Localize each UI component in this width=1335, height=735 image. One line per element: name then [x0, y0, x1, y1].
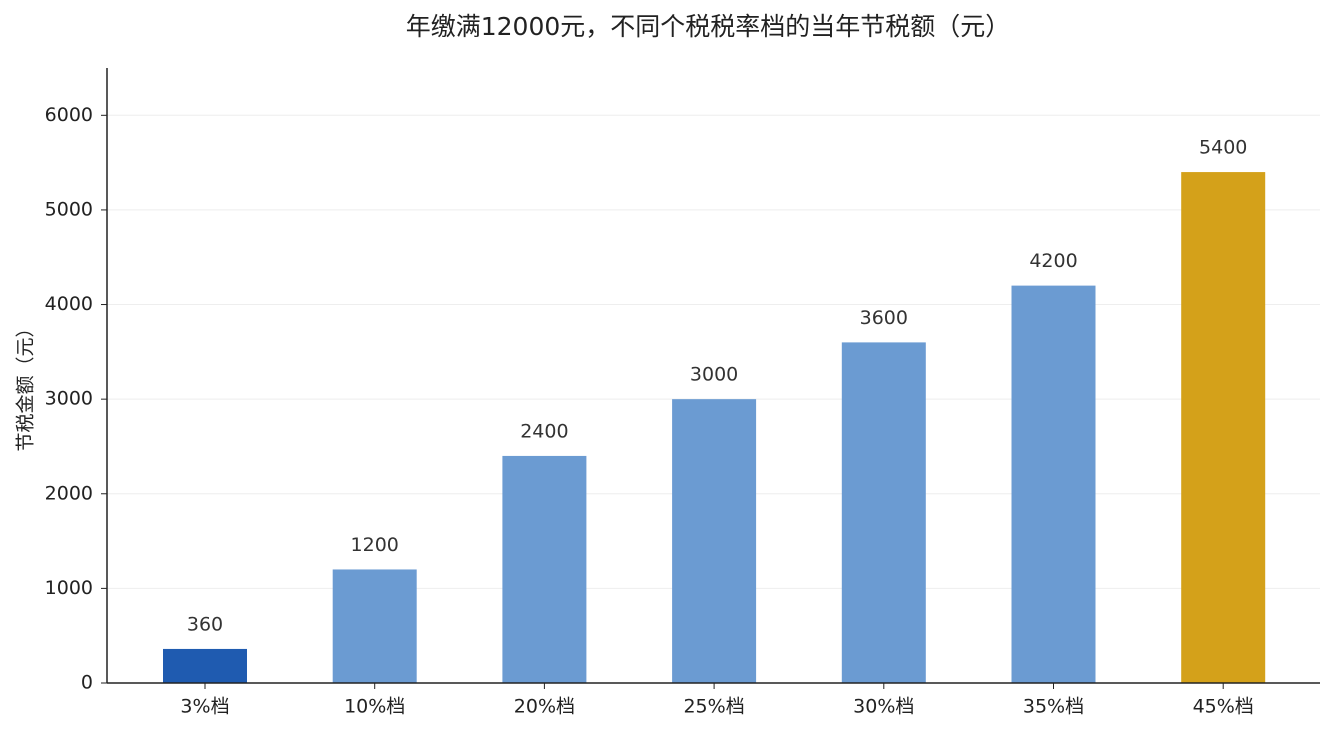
bar	[163, 648, 247, 683]
y-tick-label: 1000	[45, 577, 93, 599]
value-label: 3000	[690, 364, 738, 386]
value-label: 1200	[351, 534, 399, 556]
y-tick-label: 0	[81, 672, 93, 694]
y-axis-label: 节税金额（元）	[15, 318, 37, 451]
y-tick-label: 2000	[45, 482, 93, 504]
y-tick-label: 5000	[45, 198, 93, 220]
bar	[502, 455, 587, 683]
x-tick-label: 30%档	[853, 696, 914, 718]
bar	[332, 569, 417, 683]
x-tick-label: 35%档	[1023, 696, 1084, 718]
x-tick-label: 20%档	[514, 696, 575, 718]
y-tick-label: 6000	[45, 104, 93, 126]
bar	[1011, 285, 1096, 683]
value-label: 360	[187, 613, 223, 635]
x-tick-label: 10%档	[344, 696, 405, 718]
x-tick-label: 45%档	[1193, 696, 1254, 718]
y-tick-label: 3000	[45, 388, 93, 410]
value-label: 3600	[860, 307, 908, 329]
value-label: 4200	[1029, 250, 1077, 272]
value-label: 5400	[1199, 137, 1247, 159]
value-label: 2400	[520, 420, 568, 442]
x-tick-label: 25%档	[683, 696, 744, 718]
bar	[1181, 172, 1266, 684]
y-tick-label: 4000	[45, 293, 93, 315]
x-tick-label: 3%档	[180, 696, 229, 718]
bar	[672, 399, 757, 683]
bar	[841, 342, 926, 683]
chart-title: 年缴满12000元，不同个税税率档的当年节税额（元）	[406, 12, 1011, 41]
